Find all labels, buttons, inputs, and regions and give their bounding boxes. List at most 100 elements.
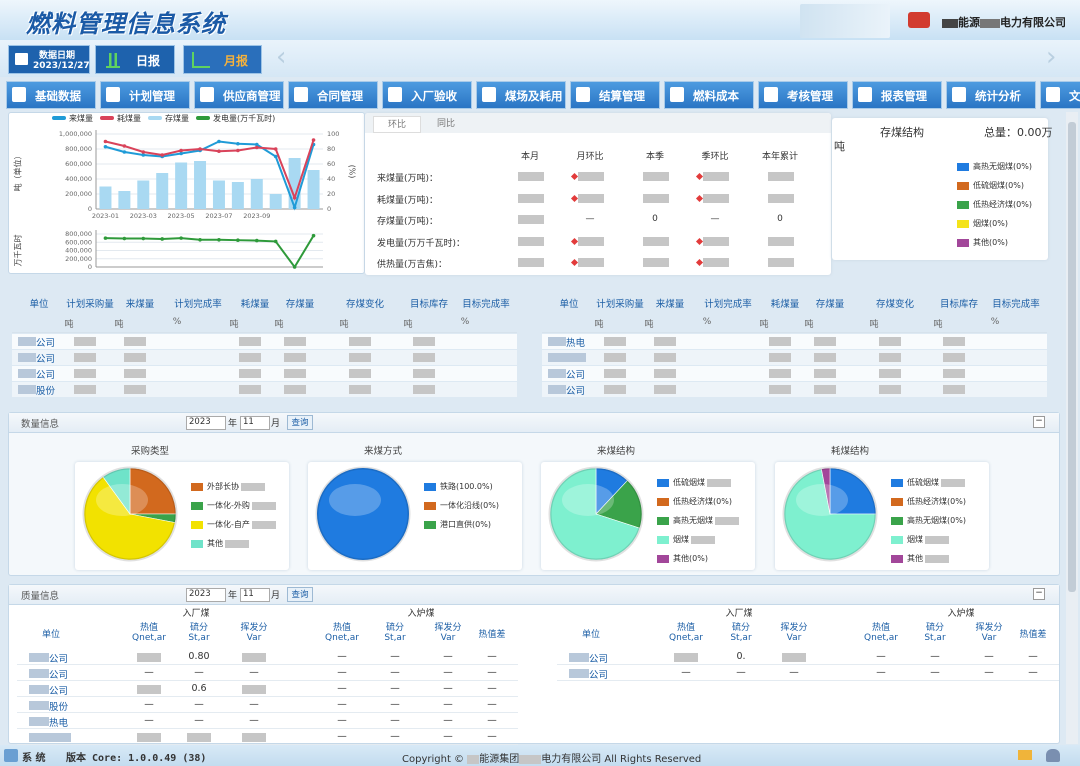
- query-button[interactable]: 查询: [287, 587, 313, 602]
- legend-label: 低硫烟煤: [907, 478, 939, 487]
- redacted: [242, 653, 266, 662]
- redacted: [943, 353, 965, 362]
- y-tick-label: 0: [88, 263, 92, 271]
- scroll-thumb[interactable]: [1068, 122, 1076, 592]
- x-tick-label: 2023-03: [130, 212, 157, 220]
- unit-name[interactable]: 公司: [589, 670, 609, 681]
- unit-name[interactable]: 公司: [49, 686, 69, 697]
- col-header: 单位: [559, 299, 579, 310]
- nav-icon: [576, 87, 590, 102]
- unit-name[interactable]: 公司: [589, 654, 609, 665]
- unit-name[interactable]: 股份: [49, 702, 69, 713]
- cell: —: [487, 651, 497, 662]
- unit-name[interactable]: 公司: [36, 354, 56, 365]
- next-arrow[interactable]: ›: [1046, 42, 1057, 72]
- unit-name[interactable]: 股份: [36, 386, 56, 397]
- nav-item[interactable]: 入厂验收: [382, 81, 472, 109]
- nav-item[interactable]: 煤场及耗用: [476, 81, 566, 109]
- unit-name[interactable]: 公司: [49, 670, 69, 681]
- compare-panel: 环比 同比 本月 月环比 本季 季环比 本年累计 来煤量(万吨)： 耗煤量(万吨)： 存煤量(万吨…: [365, 113, 831, 275]
- year-select[interactable]: 2023: [186, 416, 226, 430]
- nav-item[interactable]: 报表管理: [852, 81, 942, 109]
- bar-icon: [106, 53, 120, 68]
- redacted: [284, 385, 306, 394]
- nav-item[interactable]: 计划管理: [100, 81, 190, 109]
- mail-icon[interactable]: [1018, 750, 1032, 760]
- section-bar: [9, 413, 1059, 433]
- redacted: [284, 337, 306, 346]
- nav-item[interactable]: 统计分析: [946, 81, 1036, 109]
- redacted: [18, 385, 36, 394]
- ratio-diamond: [695, 194, 704, 202]
- nav-item[interactable]: 合同管理: [288, 81, 378, 109]
- nav-item[interactable]: 考核管理: [758, 81, 848, 109]
- section-title: 质量信息: [21, 591, 60, 602]
- redacted: [29, 717, 49, 726]
- nav-item[interactable]: 结算管理: [570, 81, 660, 109]
- col-header: St,ar: [730, 633, 752, 643]
- date-box[interactable]: 数据日期 2023/12/27: [8, 45, 90, 74]
- nav-item[interactable]: 文: [1040, 81, 1080, 109]
- cell: —: [194, 667, 204, 678]
- nav-item[interactable]: 供应商管理: [194, 81, 284, 109]
- legend-swatch: [891, 555, 903, 563]
- legend-item: 低硫烟煤: [907, 477, 965, 488]
- y2-tick-label: 100: [327, 130, 339, 138]
- nav-item[interactable]: 燃料成本: [664, 81, 754, 109]
- redacted: [518, 215, 544, 224]
- user-icon[interactable]: [1046, 749, 1060, 762]
- point: [236, 148, 240, 153]
- row-line: [17, 712, 518, 713]
- nav-label: 基础数据: [35, 89, 81, 103]
- redacted: [548, 369, 566, 378]
- unit-name[interactable]: 公司: [36, 338, 56, 349]
- row-line: [557, 680, 1059, 681]
- redacted: [674, 653, 698, 662]
- redacted: [566, 353, 586, 362]
- point: [311, 233, 316, 238]
- pie-title: 来煤方式: [363, 446, 402, 457]
- unit-name[interactable]: 热电: [49, 718, 69, 729]
- tab[interactable]: 同比: [436, 119, 455, 129]
- y-tick-label: 1,000,000: [59, 130, 92, 138]
- point: [103, 236, 108, 240]
- cell: —: [930, 651, 940, 662]
- col-header: Var: [440, 633, 456, 643]
- unit-name[interactable]: 热电: [566, 338, 586, 349]
- collapse-button[interactable]: −: [1033, 416, 1045, 428]
- bar: [269, 194, 282, 209]
- unit-name[interactable]: 公司: [36, 370, 56, 381]
- unit-name[interactable]: 公司: [566, 370, 586, 381]
- query-button[interactable]: 查询: [287, 415, 313, 430]
- bar: [212, 180, 225, 209]
- year-select[interactable]: 2023: [186, 588, 226, 602]
- redacted: [241, 482, 265, 491]
- collapse-button[interactable]: −: [1033, 588, 1045, 600]
- nav-item[interactable]: 基础数据: [6, 81, 96, 109]
- col-header: 热值: [332, 623, 351, 633]
- unit-name[interactable]: 公司: [49, 654, 69, 665]
- legend-item: 烟煤: [673, 534, 715, 545]
- redacted: [519, 754, 542, 764]
- row-label: 供热量(万吉焦)：: [377, 260, 448, 270]
- redacted: [879, 353, 901, 362]
- prev-arrow[interactable]: ‹: [276, 42, 287, 72]
- monthly-button[interactable]: 月报: [183, 45, 262, 74]
- col-header: 耗煤量: [770, 299, 800, 310]
- point: [122, 236, 127, 241]
- month-select[interactable]: 11: [240, 588, 270, 602]
- daily-button[interactable]: 日报: [95, 45, 175, 74]
- pie-slice: [83, 476, 176, 561]
- bar: [307, 170, 320, 209]
- scrollbar[interactable]: [1066, 112, 1078, 744]
- unit-name[interactable]: 公司: [566, 386, 586, 397]
- tab[interactable]: 环比: [373, 116, 421, 133]
- quality-panel: 质量信息 2023 年 11 月查询 − 单位 入厂煤 入炉煤 热值 Qnet,ar 硫分 St,ar 挥…: [8, 584, 1060, 745]
- redacted: [239, 385, 261, 394]
- nav-label: 结算管理: [599, 89, 645, 103]
- month-select[interactable]: 11: [240, 416, 270, 430]
- point: [122, 144, 127, 148]
- cell: —: [487, 683, 497, 694]
- ratio-diamond: [570, 258, 579, 267]
